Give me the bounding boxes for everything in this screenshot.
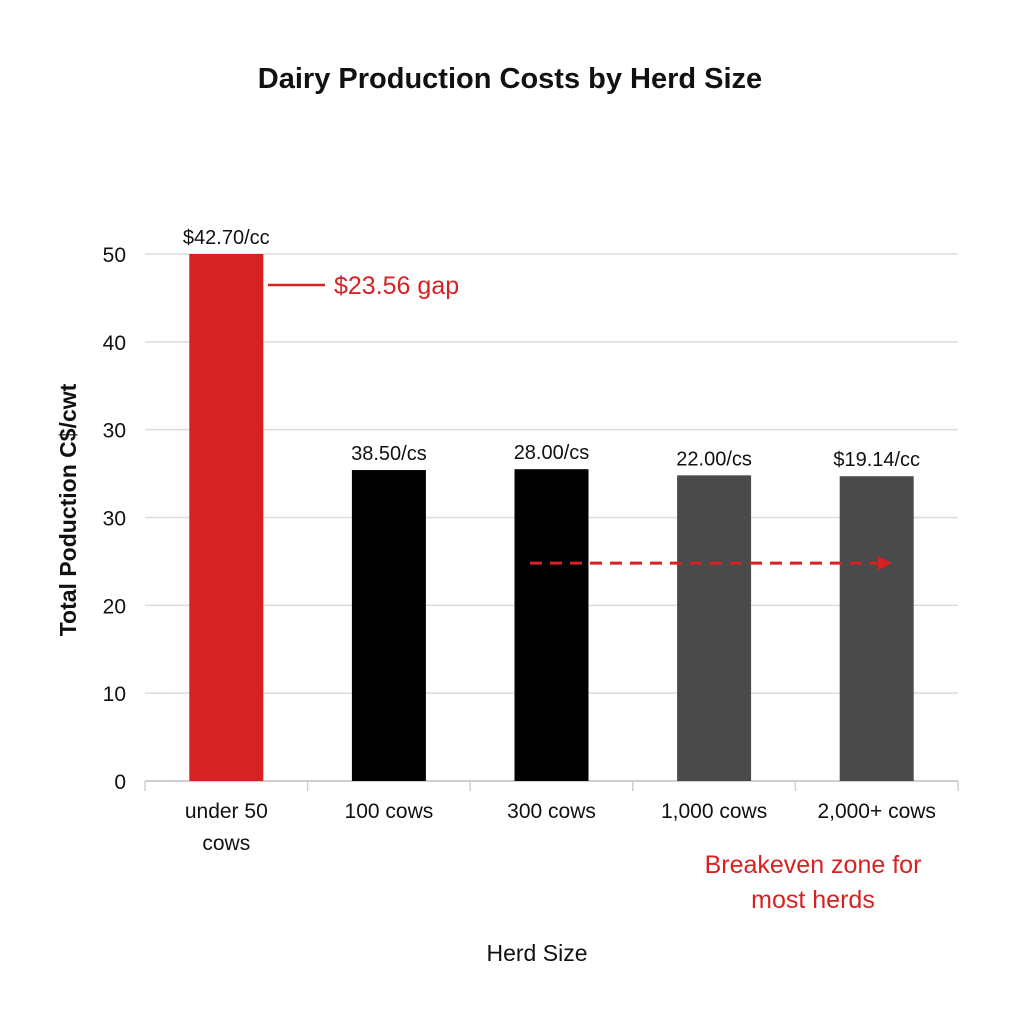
y-tick-label: 10 (103, 683, 126, 706)
y-tick-label: 20 (103, 595, 126, 618)
chart-title: Dairy Production Costs by Herd Size (258, 63, 762, 95)
x-tick-label: 300 cows (507, 800, 596, 823)
arrow-head-icon (878, 556, 892, 571)
x-tick-label: cows (202, 832, 250, 855)
y-tick-label: 50 (103, 244, 126, 267)
breakeven-label-line1: Breakeven zone for (705, 851, 922, 879)
x-axis-label: Herd Size (487, 940, 588, 966)
y-tick-label: 0 (114, 771, 126, 794)
x-tick-label: 2,000+ cows (817, 800, 936, 823)
data-label: 22.00/cs (676, 448, 752, 470)
bar (677, 475, 752, 781)
x-tick-label: under 50 (185, 800, 268, 823)
bar (839, 476, 914, 781)
y-axis-label: Total Poduction C$/cwt (55, 383, 81, 636)
x-tick-label: 1,000 cows (661, 800, 767, 823)
bar (189, 254, 264, 781)
y-tick-label: 30 (103, 508, 126, 531)
breakeven-label-line2: most herds (751, 886, 875, 914)
x-tick-label: 100 cows (345, 800, 434, 823)
data-label: $42.70/cc (183, 227, 270, 249)
gap-annotation-label: $23.56 gap (334, 272, 459, 300)
bar (514, 469, 589, 781)
bar (351, 470, 426, 781)
data-label: $19.14/cc (833, 449, 920, 471)
data-label: 28.00/cs (514, 442, 590, 464)
data-label: 38.50/cs (351, 443, 427, 465)
y-tick-label: 30 (103, 420, 126, 443)
y-tick-label: 40 (103, 332, 126, 355)
